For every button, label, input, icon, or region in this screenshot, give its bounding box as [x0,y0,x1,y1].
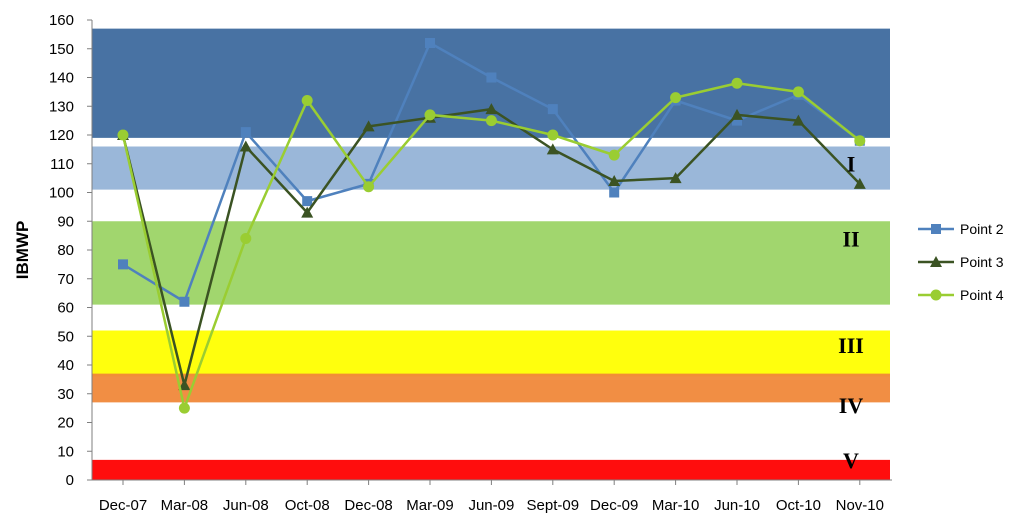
data-point-point-3 [301,206,314,218]
y-tick-label: 30 [57,386,74,403]
legend-label: Point 4 [960,287,1004,303]
x-tick-label: Dec-07 [99,497,147,514]
legend-marker [931,224,941,234]
x-tick-label: Nov-10 [836,497,884,514]
data-point-point-4 [178,402,190,414]
x-tick-label: Dec-09 [590,497,638,514]
data-point-point-2 [302,196,313,207]
y-tick-label: 130 [49,98,74,115]
data-point-point-4 [424,109,436,121]
legend-marker [930,256,942,267]
y-tick-label: 90 [57,213,74,230]
data-point-point-3 [546,143,559,155]
band-label-iv: IV [839,393,864,418]
band-label-i: I [847,152,856,177]
legend-marker [930,289,942,301]
chart-axes: 0 10 20 30 40 50 60 70 80 90 100 110 120 130 140 150 160… [13,12,892,514]
quality-bands [92,28,890,480]
chart-series [117,38,866,414]
legend-item-point-2: Point 2 [918,221,1004,237]
series-point-4 [117,77,866,414]
y-tick-label: 120 [49,127,74,144]
x-tick-label: Dec-08 [344,497,392,514]
y-tick-label: 20 [57,415,74,432]
x-tick-label: Jun-10 [714,497,760,514]
data-point-point-3 [362,120,375,132]
band-i [92,146,890,190]
band-iii [92,330,890,377]
data-point-point-4 [117,129,129,141]
y-tick-label: 80 [57,242,74,259]
data-point-point-2 [425,38,435,48]
band-label-v: V [843,448,859,473]
x-tick-label: Jun-09 [468,497,514,514]
data-point-point-2 [609,187,620,198]
band-label-ii: II [842,226,859,251]
y-tick-label: 100 [49,185,74,202]
y-tick-label: 60 [57,300,74,317]
legend-label: Point 2 [960,221,1004,237]
band-label-iii: III [838,333,864,358]
data-point-point-2 [486,72,497,83]
data-point-point-2 [118,259,128,270]
data-point-point-4 [547,129,559,141]
data-point-point-3 [178,379,191,391]
y-tick-label: 40 [57,357,74,374]
y-axis-title: IBMWP [13,221,32,280]
data-point-point-4 [240,233,252,244]
x-tick-label: Jun-08 [223,497,269,514]
data-point-point-4 [301,95,313,106]
data-point-point-2 [732,115,742,126]
y-tick-label: 160 [49,12,74,29]
data-point-point-4 [792,86,804,98]
data-point-point-3 [608,175,621,186]
y-tick-label: 110 [50,156,74,173]
legend-item-point-4: Point 4 [918,287,1004,303]
legend-item-point-3: Point 3 [918,254,1004,270]
legend-label: Point 3 [960,254,1004,270]
data-point-point-2 [179,296,190,307]
y-tick-label: 140 [49,70,74,87]
y-tick-label: 50 [57,328,74,345]
band-iv [92,373,890,403]
x-tick-label: Mar-10 [652,497,700,514]
data-point-point-4 [854,135,866,147]
x-tick-label: Sept-09 [527,497,580,514]
x-tick-label: Mar-08 [161,497,209,514]
x-tick-label: Mar-09 [406,497,454,514]
band-v [92,459,890,480]
data-point-point-4 [608,149,620,161]
band-ii [92,221,890,305]
chart-legend: Point 2 Point 3 Point 4 [918,221,1004,303]
data-point-point-3 [792,114,805,126]
y-tick-label: 150 [49,41,74,58]
y-tick-label: 70 [57,271,74,288]
data-point-point-3 [239,140,252,152]
data-point-point-2 [547,104,558,115]
data-point-point-2 [240,127,251,138]
data-point-point-4 [363,181,375,193]
x-tick-label: Oct-10 [776,497,821,514]
data-point-point-4 [731,77,743,89]
data-point-point-3 [485,103,498,115]
data-point-point-4 [485,115,497,127]
y-tick-label: 10 [57,443,74,460]
y-tick-label: 0 [66,472,74,489]
data-point-point-3 [669,172,682,184]
data-point-point-3 [731,108,743,120]
data-point-point-3 [853,177,866,189]
x-tick-label: Oct-08 [285,497,330,514]
data-point-point-4 [670,92,682,104]
